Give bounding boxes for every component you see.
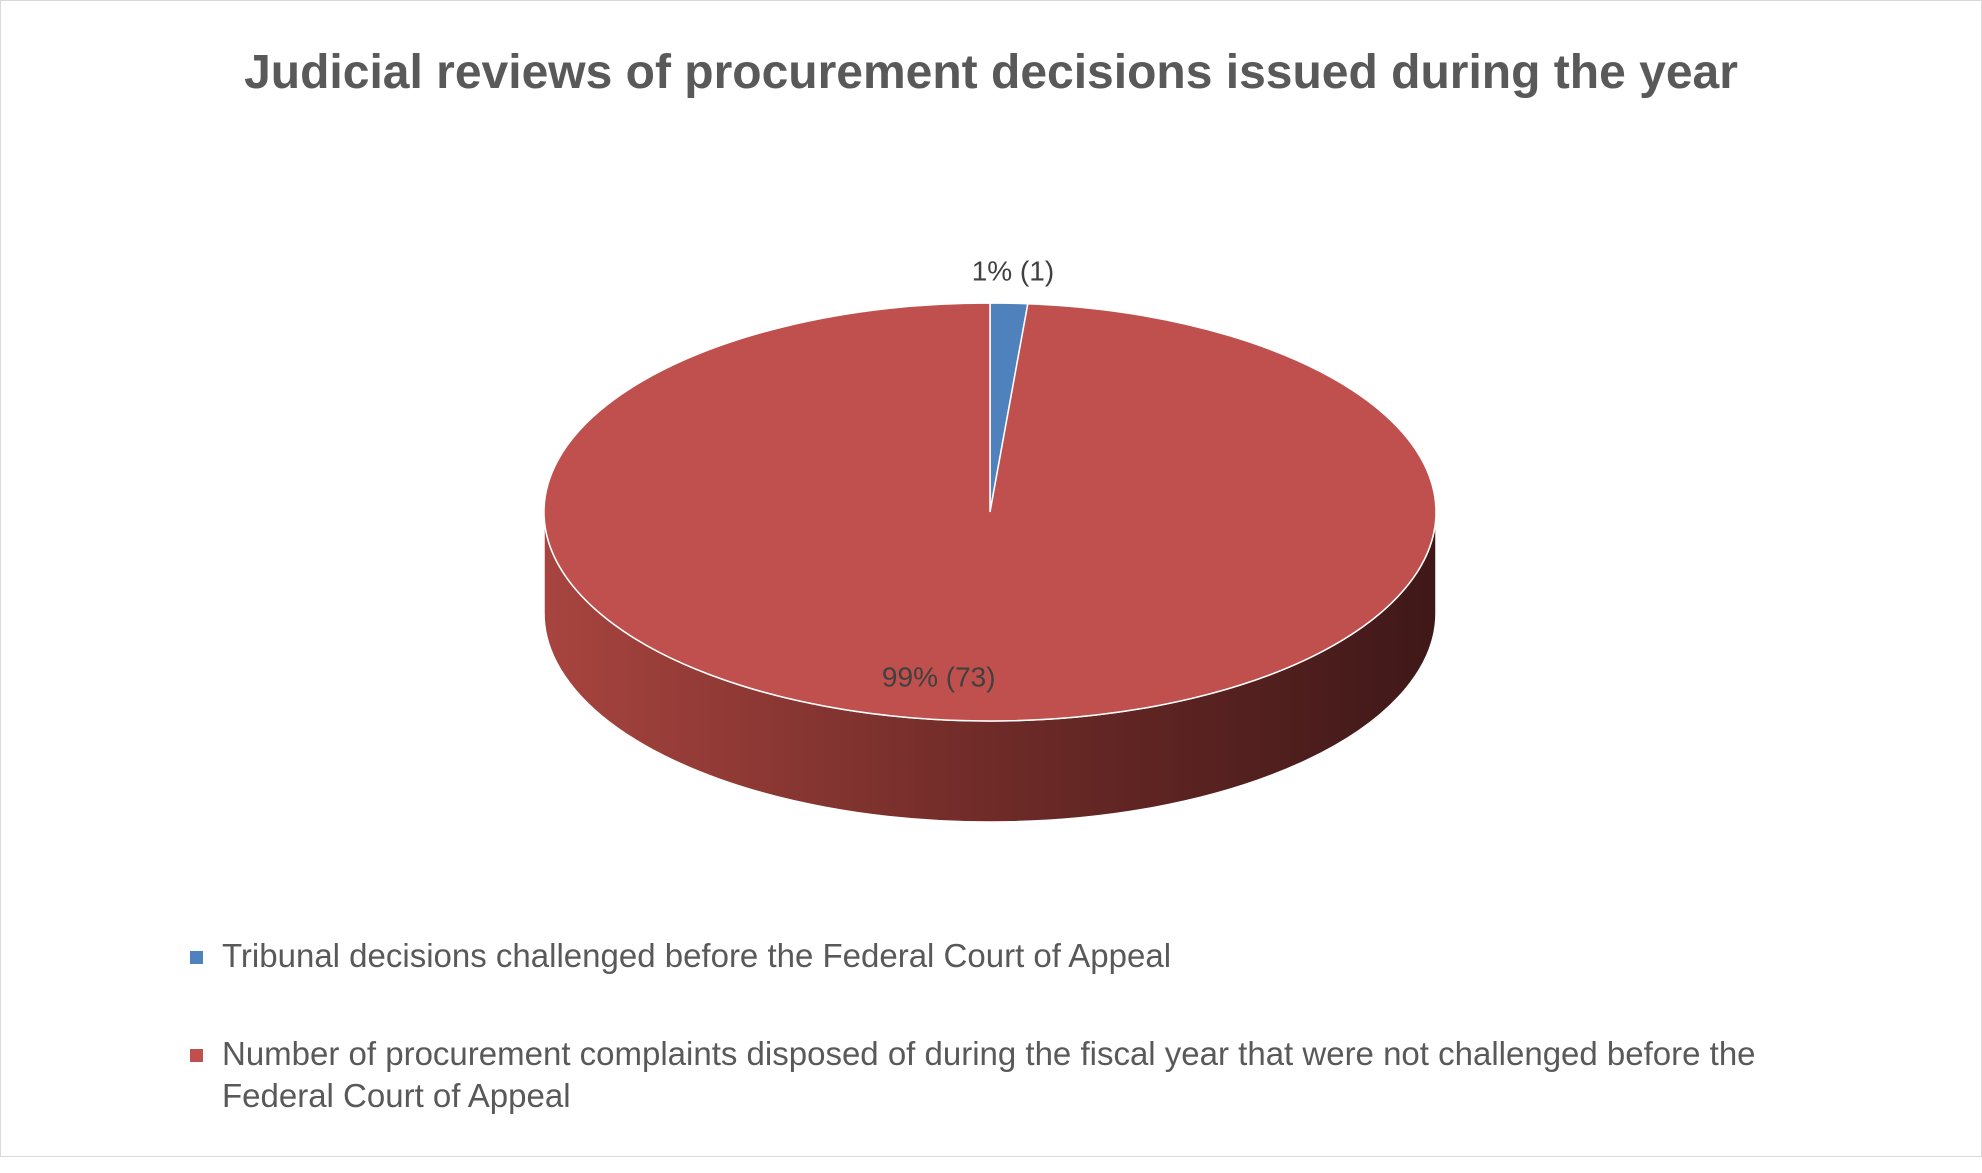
legend-swatch [190,1049,203,1062]
legend-label: Tribunal decisions challenged before the… [222,937,1172,974]
chart-title: Judicial reviews of procurement decision… [244,46,1738,99]
pie-slice [543,302,1437,722]
legend-label: Number of procurement complaints dispose… [222,1035,1756,1114]
legend-swatch [190,951,203,964]
legend-item: Number of procurement complaints dispose… [190,1033,1850,1117]
data-label: 1% (1) [972,256,1054,287]
data-label: 99% (73) [882,661,996,692]
legend-item: Tribunal decisions challenged before the… [190,935,1850,977]
legend: Tribunal decisions challenged before the… [190,935,1850,1173]
